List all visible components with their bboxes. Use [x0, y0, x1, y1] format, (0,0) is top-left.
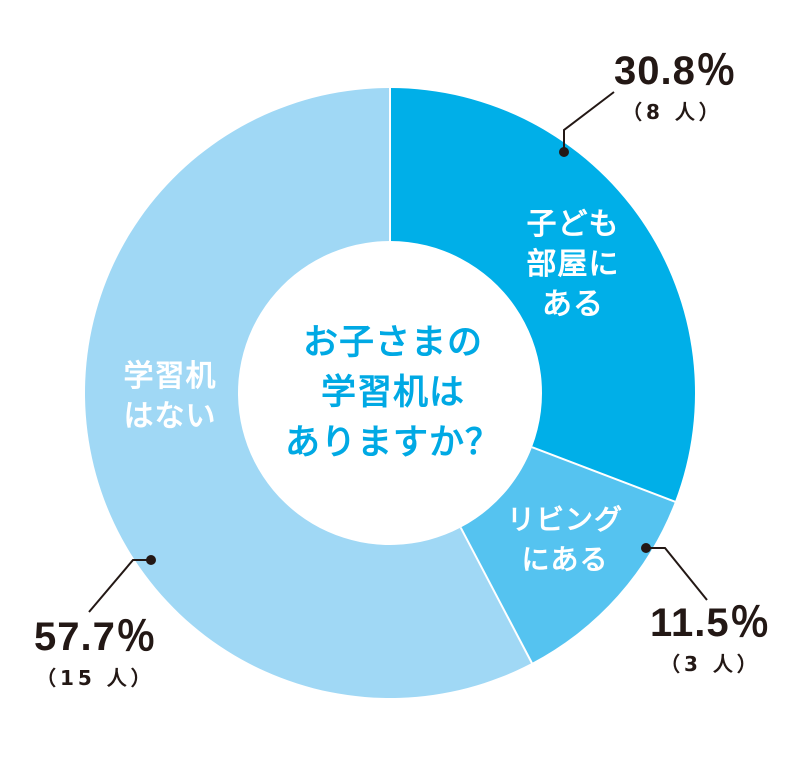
- segment-label-living: リビング にある: [506, 503, 623, 576]
- segment-living: [460, 447, 675, 663]
- leader-line-kodomo: [563, 91, 615, 152]
- center-question-title: お子さまの 学習机は ありますか？: [284, 323, 501, 463]
- segment-kodomo-room: [390, 88, 695, 502]
- callout-leader-lines: [88, 91, 708, 613]
- percent-no-desk: 57.7％: [34, 615, 157, 659]
- donut-segments: [85, 87, 695, 698]
- leader-line-living: [646, 547, 708, 601]
- segment-label-kodomo-room: 子ども 部屋に ある: [526, 207, 620, 322]
- segment-separator: [531, 446, 677, 503]
- segment-no-desk: [85, 88, 532, 698]
- leader-dot-living: [641, 543, 651, 553]
- count-living: （3 人）: [660, 652, 761, 676]
- leader-line-nashi: [88, 559, 151, 613]
- percent-living: 11.5％: [650, 601, 771, 645]
- leader-dot-kodomo: [559, 147, 569, 157]
- count-kodomo-room: （8 人）: [622, 100, 723, 124]
- segment-separator: [459, 527, 534, 665]
- leader-dot-nashi: [146, 555, 156, 565]
- segment-label-no-desk: 学習机 はない: [123, 359, 217, 434]
- count-no-desk: （15 人）: [36, 666, 155, 690]
- percent-kodomo-room: 30.8％: [614, 49, 737, 93]
